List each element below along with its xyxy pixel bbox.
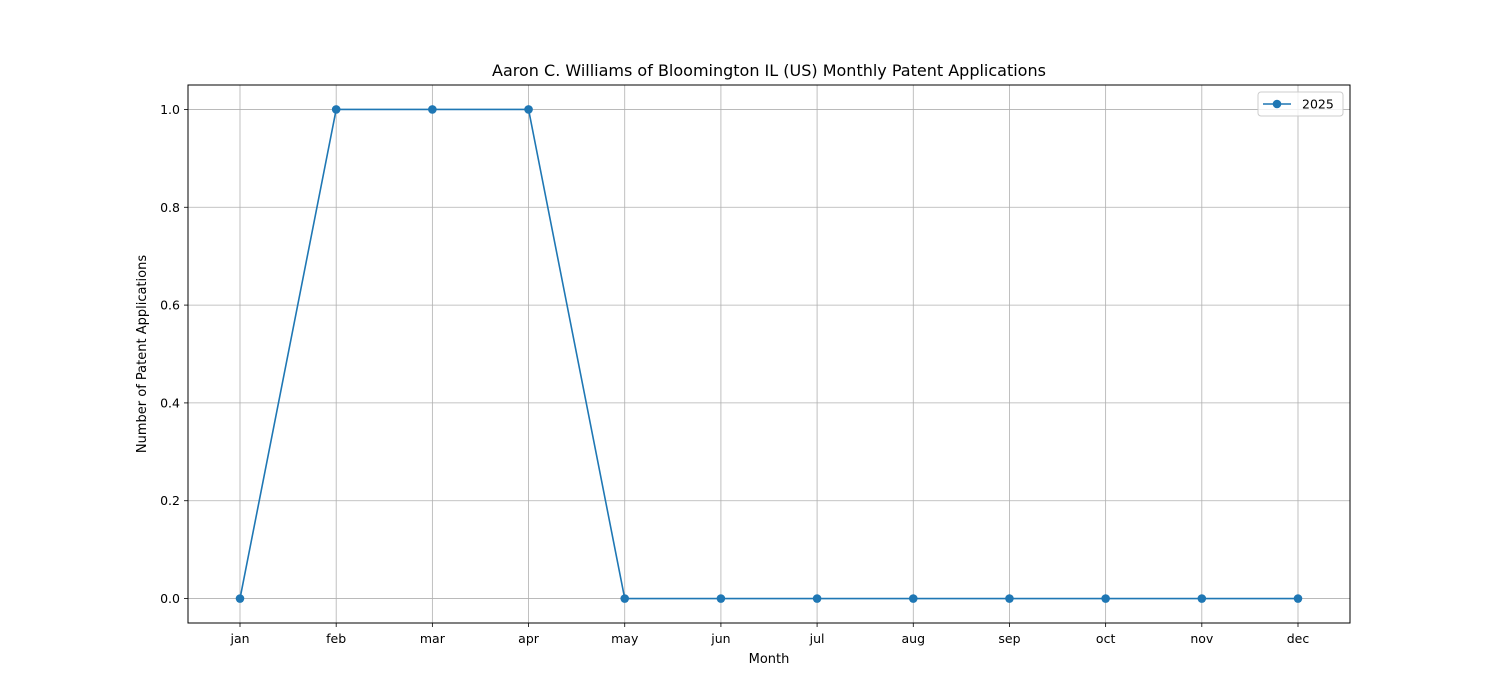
y-tick-label: 0.2 bbox=[160, 493, 180, 508]
legend-label: 2025 bbox=[1302, 97, 1334, 112]
data-point-nov bbox=[1198, 594, 1207, 603]
data-point-may bbox=[620, 594, 629, 603]
x-tick-label: jul bbox=[809, 631, 825, 646]
data-point-dec bbox=[1294, 594, 1303, 603]
y-tick-label: 0.4 bbox=[160, 395, 180, 410]
data-point-jun bbox=[717, 594, 726, 603]
y-tick-label: 0.6 bbox=[160, 298, 180, 313]
data-point-aug bbox=[909, 594, 918, 603]
x-tick-label: jun bbox=[710, 631, 730, 646]
y-axis-label: Number of Patent Applications bbox=[135, 255, 150, 453]
x-tick-label: dec bbox=[1287, 631, 1310, 646]
legend: 2025 bbox=[1258, 92, 1343, 116]
x-tick-label: oct bbox=[1096, 631, 1116, 646]
y-tick-label: 0.0 bbox=[160, 591, 180, 606]
x-tick-label: sep bbox=[998, 631, 1020, 646]
x-axis-label: Month bbox=[749, 652, 790, 667]
y-tick-label: 0.8 bbox=[160, 200, 180, 215]
data-point-feb bbox=[332, 105, 341, 114]
x-tick-label: jan bbox=[229, 631, 249, 646]
legend-marker bbox=[1273, 100, 1282, 109]
x-tick-label: may bbox=[611, 631, 639, 646]
x-tick-label: feb bbox=[326, 631, 346, 646]
data-point-jan bbox=[236, 594, 245, 603]
y-tick-label: 1.0 bbox=[160, 102, 180, 117]
data-point-sep bbox=[1005, 594, 1014, 603]
x-tick-label: nov bbox=[1190, 631, 1214, 646]
x-tick-label: aug bbox=[902, 631, 926, 646]
data-point-apr bbox=[524, 105, 533, 114]
data-point-mar bbox=[428, 105, 437, 114]
chart-title: Aaron C. Williams of Bloomington IL (US)… bbox=[492, 61, 1046, 80]
data-point-jul bbox=[813, 594, 822, 603]
x-tick-label: apr bbox=[518, 631, 540, 646]
x-tick-label: mar bbox=[420, 631, 446, 646]
data-point-oct bbox=[1101, 594, 1110, 603]
